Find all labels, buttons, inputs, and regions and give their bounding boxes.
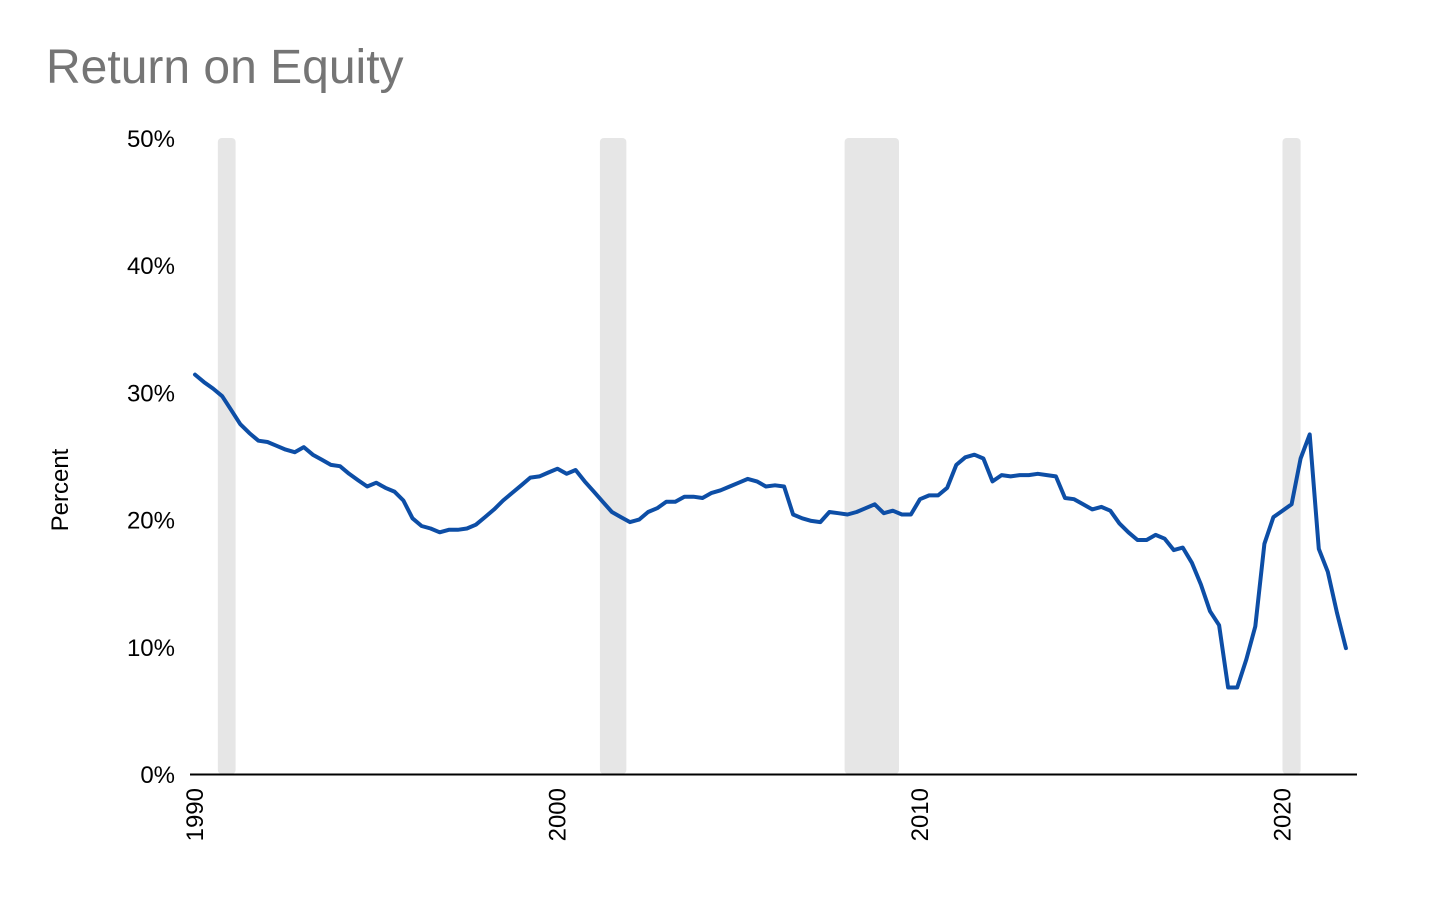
y-tick-label: 20% <box>127 508 175 535</box>
x-axis-ticks: 1990 2000 2010 2020 <box>182 788 1297 841</box>
y-tick-label: 10% <box>127 635 175 662</box>
recession-band <box>217 138 236 774</box>
x-tick-label: 2010 <box>907 788 934 841</box>
roe-series-line <box>193 372 1348 690</box>
x-tick-label: 2000 <box>545 788 572 841</box>
y-axis-ticks: 0% 10% 20% 30% 40% 50% <box>127 126 175 789</box>
x-tick-label: 1990 <box>182 788 209 841</box>
y-tick-label: 50% <box>127 126 175 153</box>
recession-bands <box>217 138 1301 774</box>
recession-band <box>599 138 627 774</box>
y-tick-label: 40% <box>127 253 175 280</box>
x-tick-label: 2020 <box>1270 788 1297 841</box>
recession-band <box>844 138 899 774</box>
chart-title: Return on Equity <box>46 41 404 94</box>
y-tick-label: 30% <box>127 380 175 407</box>
y-axis-title: Percent <box>47 448 74 531</box>
recession-band <box>1282 138 1301 774</box>
y-tick-label: 0% <box>140 762 175 789</box>
